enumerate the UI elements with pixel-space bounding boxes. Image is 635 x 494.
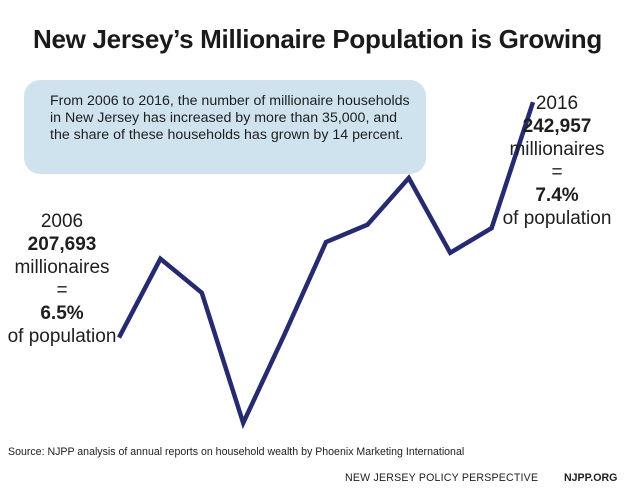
- start-share-label: of population: [7, 326, 117, 347]
- start-count: 207,693: [27, 234, 97, 255]
- start-year: 2006: [40, 211, 84, 232]
- end-year: 2016: [535, 93, 579, 114]
- end-annotation: 2016 242,957 millionaires = 7.4% of popu…: [494, 92, 620, 230]
- end-share: 7.4%: [535, 185, 579, 206]
- footer-url: NJPP.ORG: [564, 472, 618, 484]
- source-note: Source: NJPP analysis of annual reports …: [8, 446, 465, 458]
- series-line: [117, 101, 536, 430]
- end-count: 242,957: [522, 116, 592, 137]
- start-share: 6.5%: [40, 303, 84, 324]
- chart-title: New Jersey’s Millionaire Population is G…: [33, 24, 602, 54]
- start-unit: millionaires: [14, 257, 110, 278]
- end-unit: millionaires: [509, 139, 605, 160]
- end-equals: =: [551, 162, 563, 183]
- summary-callout: From 2006 to 2016, the number of million…: [24, 80, 426, 174]
- end-share-label: of population: [502, 208, 612, 229]
- footer-org-name: NEW JERSEY POLICY PERSPECTIVE: [345, 472, 539, 484]
- start-equals: =: [56, 280, 68, 301]
- start-annotation: 2006 207,693 millionaires = 6.5% of popu…: [0, 210, 124, 348]
